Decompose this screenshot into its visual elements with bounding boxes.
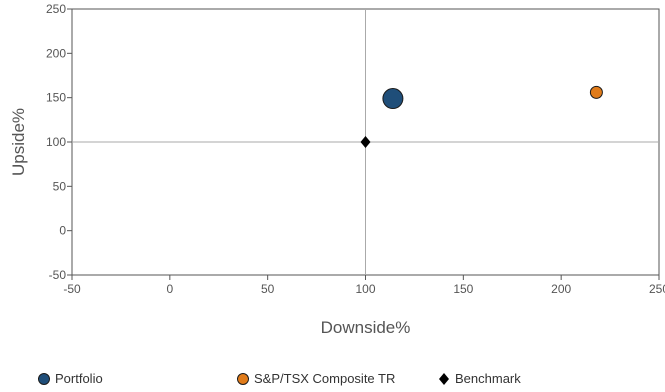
x-tick-label: -50	[63, 282, 81, 296]
x-tick-label: 50	[261, 282, 275, 296]
data-point-0[interactable]	[382, 88, 404, 110]
legend-item-benchmark[interactable]: Benchmark	[438, 371, 521, 386]
y-tick-label: 0	[59, 224, 66, 238]
scatter-chart: -50 0 50 100 150 200 250 -50 0 50 100 150 200 250 Do…	[9, 2, 665, 337]
x-tick-label: 150	[453, 282, 473, 296]
y-tick-label: 100	[46, 135, 66, 149]
x-tick-label: 250	[649, 282, 665, 296]
legend-label: Portfolio	[55, 371, 103, 386]
y-tick-label: 250	[46, 2, 66, 16]
x-tick-label: 100	[355, 282, 375, 296]
data-point-2[interactable]	[360, 136, 371, 148]
diamond-icon	[439, 372, 449, 385]
legend-item-portfolio[interactable]: Portfolio	[38, 371, 103, 386]
portfolio-swatch-icon	[38, 372, 50, 385]
y-tick-label: 50	[53, 179, 67, 193]
x-tick-label: 200	[551, 282, 571, 296]
legend-label: S&P/TSX Composite TR	[254, 371, 396, 386]
legend-label: Benchmark	[455, 371, 521, 386]
x-axis-title: Downside%	[321, 318, 411, 337]
y-tick-label: 150	[46, 91, 66, 105]
legend: Portfolio S&P/TSX Composite TR Benchmark	[0, 371, 665, 391]
data-point-1[interactable]	[589, 85, 603, 99]
sp-tsx-swatch-icon	[237, 372, 249, 385]
legend-item-sp-tsx[interactable]: S&P/TSX Composite TR	[237, 371, 395, 386]
y-tick-label: -50	[49, 268, 67, 282]
x-tick-label: 0	[166, 282, 173, 296]
y-axis-title: Upside%	[9, 108, 28, 176]
y-tick-label: 200	[46, 46, 66, 60]
